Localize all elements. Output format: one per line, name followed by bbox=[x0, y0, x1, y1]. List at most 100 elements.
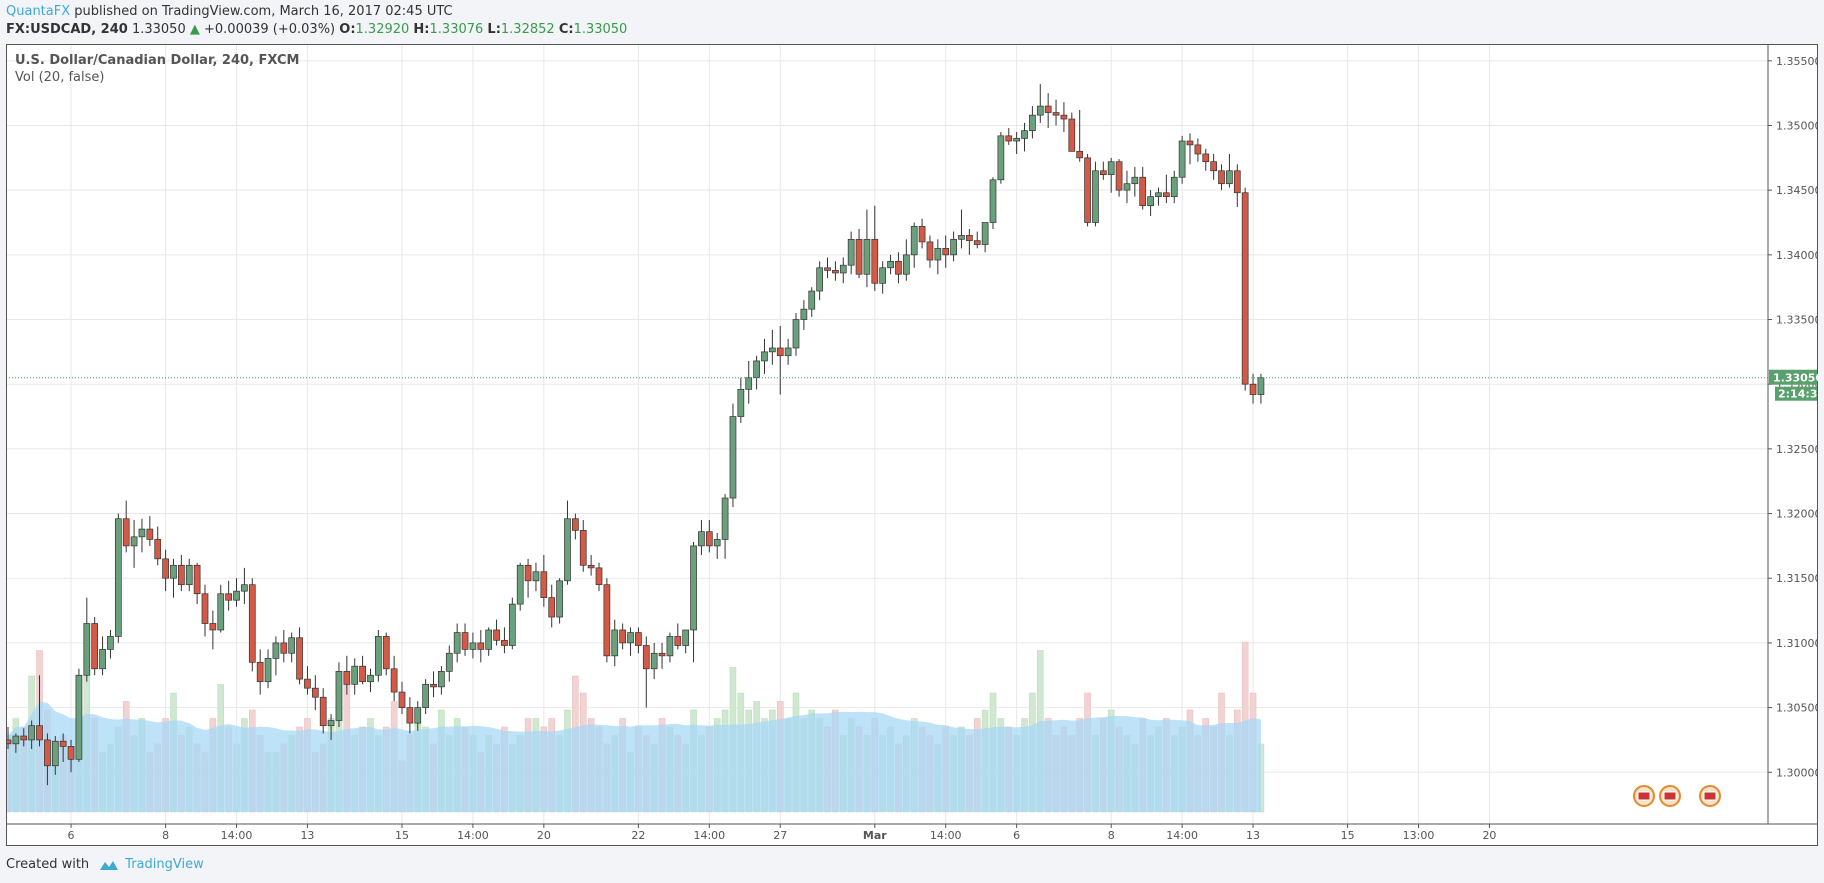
candle-up[interactable] bbox=[650, 652, 658, 670]
candle-up[interactable] bbox=[958, 235, 965, 240]
candle-down[interactable] bbox=[1194, 144, 1202, 155]
candle-up[interactable] bbox=[981, 222, 989, 245]
candle-down[interactable] bbox=[406, 707, 414, 724]
candle-down[interactable] bbox=[359, 665, 366, 683]
candle-up[interactable] bbox=[666, 636, 674, 657]
candle-up[interactable] bbox=[1036, 105, 1044, 116]
candle-up[interactable] bbox=[1123, 183, 1131, 191]
candle-down[interactable] bbox=[926, 241, 934, 261]
candle-up[interactable] bbox=[1013, 138, 1020, 142]
candle-down[interactable] bbox=[595, 567, 603, 586]
candle-up[interactable] bbox=[138, 528, 146, 538]
candle-up[interactable] bbox=[272, 642, 280, 659]
candle-up[interactable] bbox=[453, 632, 461, 654]
candle-up[interactable] bbox=[564, 518, 571, 582]
candle-down[interactable] bbox=[44, 739, 51, 767]
candle-up[interactable] bbox=[1131, 176, 1139, 185]
volume-indicator-label[interactable]: Vol (20, false) bbox=[15, 70, 105, 85]
candle-up[interactable] bbox=[682, 629, 690, 646]
candle-down[interactable] bbox=[280, 642, 288, 654]
candle-up[interactable] bbox=[769, 347, 776, 353]
candle-up[interactable] bbox=[713, 539, 721, 547]
candle-up[interactable] bbox=[1155, 192, 1162, 197]
candle-down[interactable] bbox=[36, 725, 43, 741]
candle-up[interactable] bbox=[516, 564, 524, 605]
candle-down[interactable] bbox=[122, 518, 130, 547]
candle-down[interactable] bbox=[501, 639, 508, 646]
candle-down[interactable] bbox=[855, 238, 863, 275]
candle-down[interactable] bbox=[225, 593, 232, 601]
candle-down[interactable] bbox=[918, 226, 926, 243]
candle-up[interactable] bbox=[241, 584, 248, 592]
candle-down[interactable] bbox=[67, 746, 75, 760]
candle-up[interactable] bbox=[185, 564, 193, 586]
candle-down[interactable] bbox=[1005, 135, 1013, 142]
candle-up[interactable] bbox=[737, 389, 745, 417]
candle-up[interactable] bbox=[51, 740, 59, 767]
candle-up[interactable] bbox=[288, 637, 296, 654]
candle-down[interactable] bbox=[398, 691, 406, 708]
candle-down[interactable] bbox=[1249, 383, 1257, 395]
candle-down[interactable] bbox=[824, 267, 831, 271]
candle-down[interactable] bbox=[579, 530, 587, 566]
candle-down[interactable] bbox=[524, 564, 532, 582]
candle-down[interactable] bbox=[304, 678, 311, 689]
candle-up[interactable] bbox=[99, 649, 106, 670]
candle-up[interactable] bbox=[792, 319, 800, 349]
candle-up[interactable] bbox=[800, 308, 808, 320]
tradingview-logo[interactable]: TradingView bbox=[97, 857, 204, 872]
candle-up[interactable] bbox=[335, 671, 343, 721]
price-chart[interactable]: 1.35500 1.35000 1.34500 1.34000 1.33500 1.330… bbox=[6, 44, 1818, 846]
candle-up[interactable] bbox=[556, 580, 563, 618]
candle-down[interactable] bbox=[1202, 153, 1210, 163]
candle-up[interactable] bbox=[761, 351, 768, 362]
candle-up[interactable] bbox=[414, 707, 422, 724]
candle-down[interactable] bbox=[1186, 140, 1194, 146]
candle-down[interactable] bbox=[311, 687, 319, 698]
candle-up[interactable] bbox=[1226, 170, 1233, 185]
candle-down[interactable] bbox=[540, 571, 548, 598]
candle-down[interactable] bbox=[256, 661, 264, 683]
candle-up[interactable] bbox=[1147, 196, 1154, 207]
candle-down[interactable] bbox=[1241, 192, 1249, 385]
candle-down[interactable] bbox=[973, 240, 981, 245]
candle-up[interactable] bbox=[422, 683, 429, 708]
candle-down[interactable] bbox=[296, 637, 303, 680]
candle-down[interactable] bbox=[548, 597, 556, 618]
candle-up[interactable] bbox=[729, 416, 737, 499]
candle-up[interactable] bbox=[217, 593, 225, 631]
candle-up[interactable] bbox=[1021, 130, 1028, 139]
author-name[interactable]: QuantaFX bbox=[6, 4, 71, 19]
candle-down[interactable] bbox=[942, 248, 950, 256]
candle-down[interactable] bbox=[1044, 105, 1052, 113]
candle-up[interactable] bbox=[1092, 170, 1099, 223]
candle-up[interactable] bbox=[1107, 161, 1115, 175]
candle-down[interactable] bbox=[201, 593, 209, 624]
candle-down[interactable] bbox=[248, 584, 256, 663]
candle-up[interactable] bbox=[1170, 176, 1178, 197]
candle-down[interactable] bbox=[895, 260, 902, 275]
candle-down[interactable] bbox=[1099, 170, 1107, 175]
candle-up[interactable] bbox=[1029, 114, 1036, 132]
candle-down[interactable] bbox=[6, 739, 12, 745]
candle-up[interactable] bbox=[816, 267, 823, 292]
candle-up[interactable] bbox=[264, 658, 272, 683]
candle-down[interactable] bbox=[390, 668, 398, 693]
candle-up[interactable] bbox=[130, 536, 138, 547]
candle-up[interactable] bbox=[469, 642, 477, 650]
candle-up[interactable] bbox=[445, 652, 453, 672]
candle-down[interactable] bbox=[178, 564, 185, 586]
candle-up[interactable] bbox=[508, 603, 516, 646]
candle-down[interactable] bbox=[635, 632, 642, 646]
candle-down[interactable] bbox=[20, 735, 28, 741]
candle-up[interactable] bbox=[721, 497, 729, 540]
candle-down[interactable] bbox=[642, 645, 650, 670]
candle-up[interactable] bbox=[950, 238, 957, 256]
candle-up[interactable] bbox=[12, 735, 20, 745]
candle-up[interactable] bbox=[233, 590, 240, 601]
candle-up[interactable] bbox=[114, 518, 122, 637]
candle-down[interactable] bbox=[1052, 112, 1060, 116]
candle-up[interactable] bbox=[170, 564, 177, 579]
candle-down[interactable] bbox=[1060, 114, 1068, 120]
candle-up[interactable] bbox=[611, 629, 619, 657]
